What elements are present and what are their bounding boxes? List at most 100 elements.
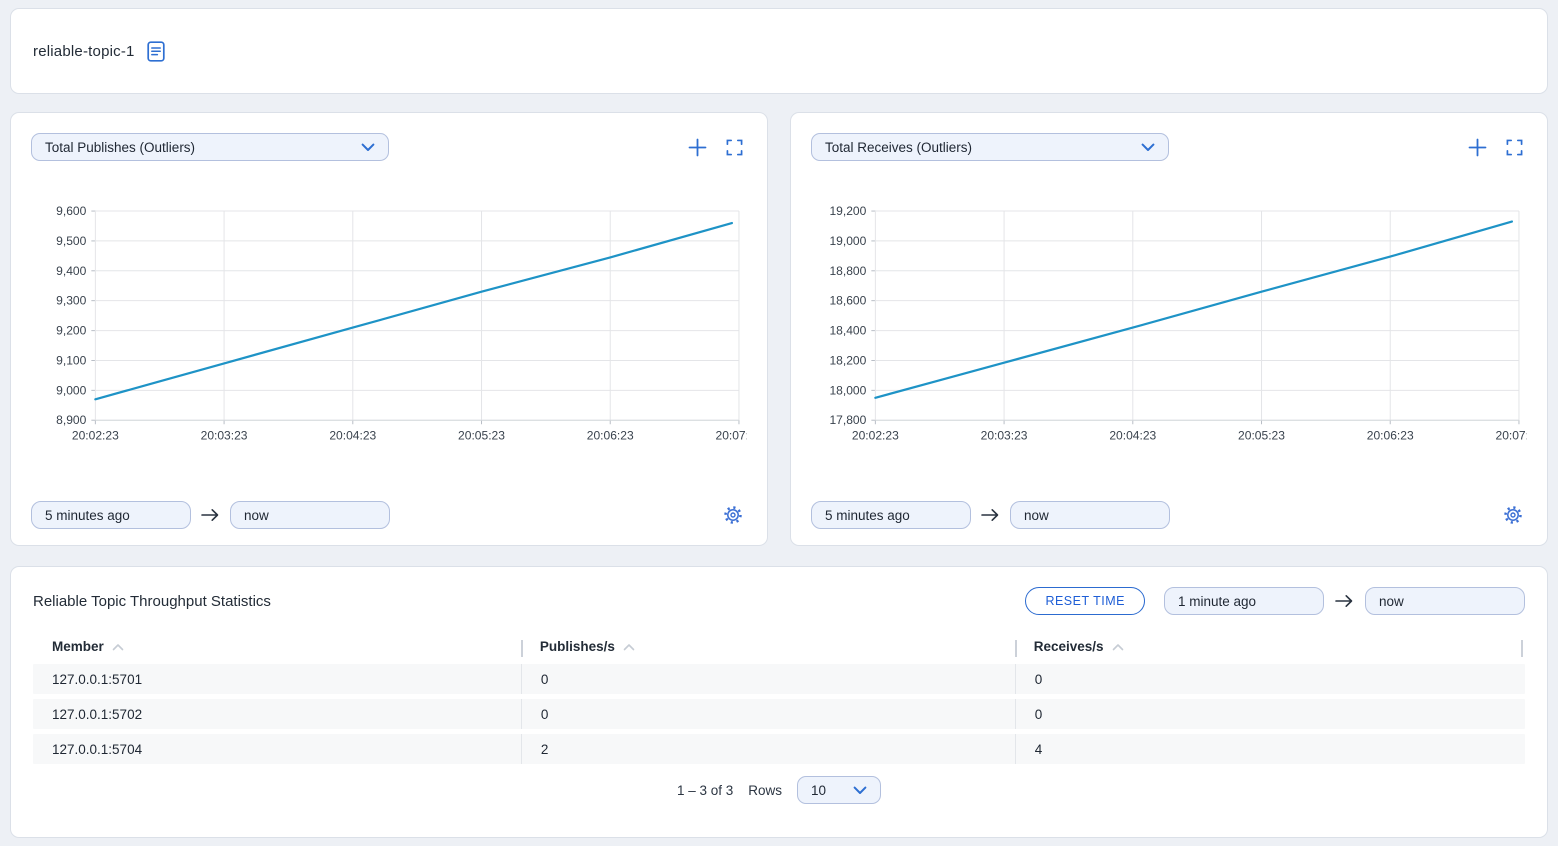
- svg-text:19,200: 19,200: [829, 204, 866, 218]
- arrow-right-icon: [201, 508, 220, 522]
- table-cell: 127.0.0.1:5702: [52, 706, 143, 722]
- table-row[interactable]: 127.0.0.1:5702 0 0: [33, 699, 1525, 729]
- pagination-range: 1 – 3 of 3: [676, 782, 734, 798]
- table-header-row: Member Publishes/s Receives/s: [33, 635, 1525, 664]
- sort-chevron-up-icon: [1112, 643, 1124, 651]
- svg-text:20:04:23: 20:04:23: [329, 428, 376, 442]
- column-header-member[interactable]: Member: [33, 639, 521, 654]
- svg-text:18,600: 18,600: [829, 294, 866, 308]
- sort-chevron-up-icon: [623, 643, 635, 651]
- rows-per-page-label: Rows: [748, 782, 783, 798]
- svg-text:20:07:23: 20:07:23: [1495, 428, 1527, 442]
- fullscreen-button[interactable]: [1506, 139, 1523, 156]
- pagination: 1 – 3 of 3 Rows 10: [33, 776, 1525, 804]
- charts-row: Total Publishes (Outliers): [10, 112, 1548, 546]
- time-to-value: now: [1024, 507, 1049, 523]
- svg-text:18,200: 18,200: [829, 354, 866, 368]
- table-time-range: RESET TIME 1 minute ago now: [1025, 587, 1525, 615]
- time-to-value: now: [244, 507, 269, 523]
- chart-time-range: 5 minutes ago now: [31, 501, 747, 529]
- svg-text:17,800: 17,800: [829, 413, 866, 427]
- svg-text:9,500: 9,500: [56, 234, 86, 248]
- rows-per-page-value: 10: [811, 782, 827, 798]
- add-chart-button[interactable]: [1468, 138, 1487, 157]
- gear-icon: [724, 506, 742, 524]
- topic-header-card: reliable-topic-1: [10, 8, 1548, 94]
- table-time-to-value: now: [1379, 593, 1404, 609]
- chart-toolbar: Total Publishes (Outliers): [31, 133, 747, 161]
- chevron-down-icon: [853, 786, 867, 795]
- throughput-table: Member Publishes/s Receives/s 127.0.0.1:570…: [33, 635, 1525, 764]
- svg-text:20:03:23: 20:03:23: [981, 428, 1028, 442]
- column-header-label: Publishes/s: [539, 639, 615, 654]
- svg-text:20:03:23: 20:03:23: [201, 428, 248, 442]
- svg-text:20:06:23: 20:06:23: [1367, 428, 1414, 442]
- table-time-from-input[interactable]: 1 minute ago: [1164, 587, 1324, 615]
- line-chart[interactable]: 17,800 18,000 18,200 18,400 18,600 18,800 19,0…: [811, 201, 1527, 449]
- svg-text:9,000: 9,000: [56, 383, 86, 397]
- time-from-value: 5 minutes ago: [825, 507, 910, 523]
- table-cell: 0: [520, 664, 1015, 694]
- table-title: Reliable Topic Throughput Statistics: [33, 592, 271, 610]
- column-header-publishes-s[interactable]: Publishes/s: [520, 639, 1015, 657]
- time-from-input[interactable]: 5 minutes ago: [31, 501, 191, 529]
- chart-actions: [1468, 138, 1523, 157]
- svg-text:20:06:23: 20:06:23: [587, 428, 634, 442]
- column-header-label: Receives/s: [1033, 639, 1104, 654]
- time-from-value: 5 minutes ago: [45, 507, 130, 523]
- line-chart[interactable]: 8,900 9,000 9,100 9,200 9,300 9,400 9,500 9,600…: [31, 201, 747, 449]
- svg-text:20:04:23: 20:04:23: [1109, 428, 1156, 442]
- sort-chevron-up-icon: [112, 643, 124, 651]
- table-cell: 0: [520, 699, 1015, 729]
- gear-icon: [1504, 506, 1522, 524]
- page-title: reliable-topic-1: [33, 42, 135, 60]
- arrow-right-icon: [981, 508, 1000, 522]
- add-chart-button[interactable]: [688, 138, 707, 157]
- table-cell: 127.0.0.1:5704: [52, 741, 143, 757]
- metric-selector[interactable]: Total Publishes (Outliers): [31, 133, 389, 161]
- svg-text:9,300: 9,300: [56, 294, 86, 308]
- svg-text:9,200: 9,200: [56, 324, 86, 338]
- table-row[interactable]: 127.0.0.1:5701 0 0: [33, 664, 1525, 694]
- table-row[interactable]: 127.0.0.1:5704 2 4: [33, 734, 1525, 764]
- svg-text:19,000: 19,000: [829, 234, 866, 248]
- rows-per-page-select[interactable]: 10: [797, 776, 882, 804]
- svg-text:18,400: 18,400: [829, 324, 866, 338]
- table-cell: 127.0.0.1:5701: [52, 671, 143, 687]
- receives-chart-card: Total Receives (Outliers) 1: [790, 112, 1548, 546]
- metric-selector[interactable]: Total Receives (Outliers): [811, 133, 1169, 161]
- table-time-from-value: 1 minute ago: [1178, 593, 1257, 609]
- metric-selector-value: Total Receives (Outliers): [825, 139, 973, 155]
- svg-text:20:05:23: 20:05:23: [1238, 428, 1285, 442]
- chart-settings-button[interactable]: [723, 505, 743, 525]
- time-from-input[interactable]: 5 minutes ago: [811, 501, 971, 529]
- document-icon[interactable]: [146, 40, 165, 62]
- table-time-to-input[interactable]: now: [1365, 587, 1525, 615]
- svg-text:20:02:23: 20:02:23: [72, 428, 119, 442]
- column-header-receives-s[interactable]: Receives/s: [1014, 639, 1525, 657]
- svg-text:9,400: 9,400: [56, 264, 86, 278]
- column-header-label: Member: [52, 639, 104, 654]
- chart-time-range: 5 minutes ago now: [811, 501, 1527, 529]
- chevron-down-icon: [1141, 143, 1155, 152]
- throughput-table-card: Reliable Topic Throughput Statistics RES…: [10, 566, 1548, 838]
- line-chart-svg: 17,800 18,000 18,200 18,400 18,600 18,800 19,0…: [829, 204, 1527, 442]
- svg-text:20:02:23: 20:02:23: [852, 428, 899, 442]
- line-chart-svg: 8,900 9,000 9,100 9,200 9,300 9,400 9,500 9,600…: [56, 204, 747, 442]
- table-cell: 0: [1014, 664, 1525, 694]
- table-cell: 0: [1014, 699, 1525, 729]
- fullscreen-button[interactable]: [726, 139, 743, 156]
- chart-toolbar: Total Receives (Outliers): [811, 133, 1527, 161]
- svg-text:18,000: 18,000: [829, 383, 866, 397]
- time-to-input[interactable]: now: [1010, 501, 1170, 529]
- table-toolbar: Reliable Topic Throughput Statistics RES…: [33, 587, 1525, 615]
- chart-actions: [688, 138, 743, 157]
- time-to-input[interactable]: now: [230, 501, 390, 529]
- svg-text:9,100: 9,100: [56, 354, 86, 368]
- reset-time-button[interactable]: RESET TIME: [1025, 587, 1145, 615]
- metric-selector-value: Total Publishes (Outliers): [45, 139, 196, 155]
- chart-settings-button[interactable]: [1503, 505, 1523, 525]
- svg-text:18,800: 18,800: [829, 264, 866, 278]
- table-cell: 4: [1014, 734, 1525, 764]
